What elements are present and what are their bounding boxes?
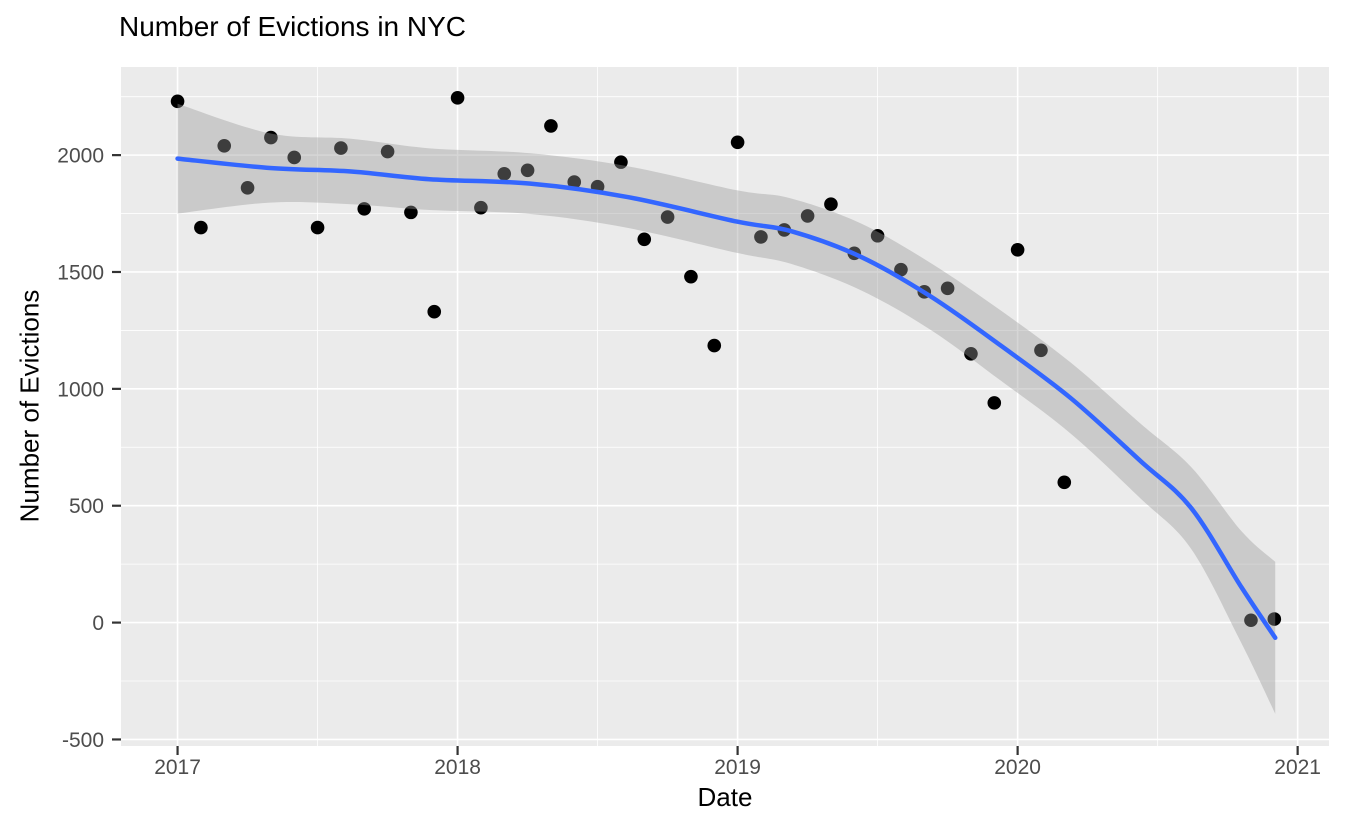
- data-point: [450, 91, 465, 105]
- y-tick-label: 2000: [57, 145, 104, 168]
- x-tick-label: 2020: [994, 756, 1041, 779]
- data-point: [497, 167, 512, 181]
- data-point: [1010, 242, 1025, 257]
- data-point: [474, 200, 488, 215]
- x-tick-label: 2018: [434, 756, 481, 779]
- y-tick-label: 500: [69, 495, 104, 518]
- confidence-ribbon: [177, 103, 1276, 714]
- data-point: [217, 138, 232, 153]
- data-point: [567, 175, 582, 189]
- data-point: [754, 230, 768, 244]
- data-point: [707, 338, 722, 353]
- data-point: [1057, 475, 1072, 490]
- data-point: [287, 150, 302, 165]
- x-tick-label: 2021: [1274, 756, 1321, 779]
- data-point: [987, 396, 1002, 410]
- data-point: [894, 262, 908, 277]
- data-point: [427, 304, 442, 319]
- x-tick-label: 2019: [714, 756, 761, 779]
- data-point: [1244, 613, 1258, 628]
- data-point: [637, 232, 652, 247]
- data-point: [380, 144, 395, 159]
- data-point: [1267, 612, 1282, 626]
- data-point: [264, 130, 278, 145]
- chart-title: Number of Evictions in NYC: [119, 11, 467, 42]
- data-point: [404, 205, 418, 220]
- y-tick-label: -500: [62, 729, 104, 752]
- y-tick-label: 1500: [57, 261, 104, 284]
- data-point: [870, 228, 885, 243]
- data-point: [800, 209, 815, 223]
- data-point: [170, 94, 185, 109]
- data-point: [310, 220, 325, 235]
- data-point: [194, 220, 208, 235]
- x-tick-label: 2017: [154, 756, 201, 779]
- x-axis-title: Date: [697, 782, 753, 812]
- data-point: [240, 181, 255, 195]
- data-point: [964, 346, 978, 361]
- data-point: [614, 155, 628, 169]
- y-tick-label: 0: [92, 612, 104, 635]
- data-point: [544, 119, 558, 133]
- panel-background: [121, 67, 1329, 746]
- data-point: [940, 281, 955, 296]
- y-axis-title: Number of Evictions: [14, 289, 45, 523]
- y-tick-label: 1000: [57, 378, 104, 401]
- data-point: [660, 210, 675, 224]
- smooth-line: [175, 156, 1278, 641]
- data-point: [824, 197, 838, 212]
- data-point: [730, 135, 745, 150]
- data-point: [1034, 343, 1048, 358]
- data-point: [520, 163, 535, 178]
- data-point: [357, 202, 372, 216]
- data-point: [334, 141, 348, 155]
- data-point: [684, 269, 698, 284]
